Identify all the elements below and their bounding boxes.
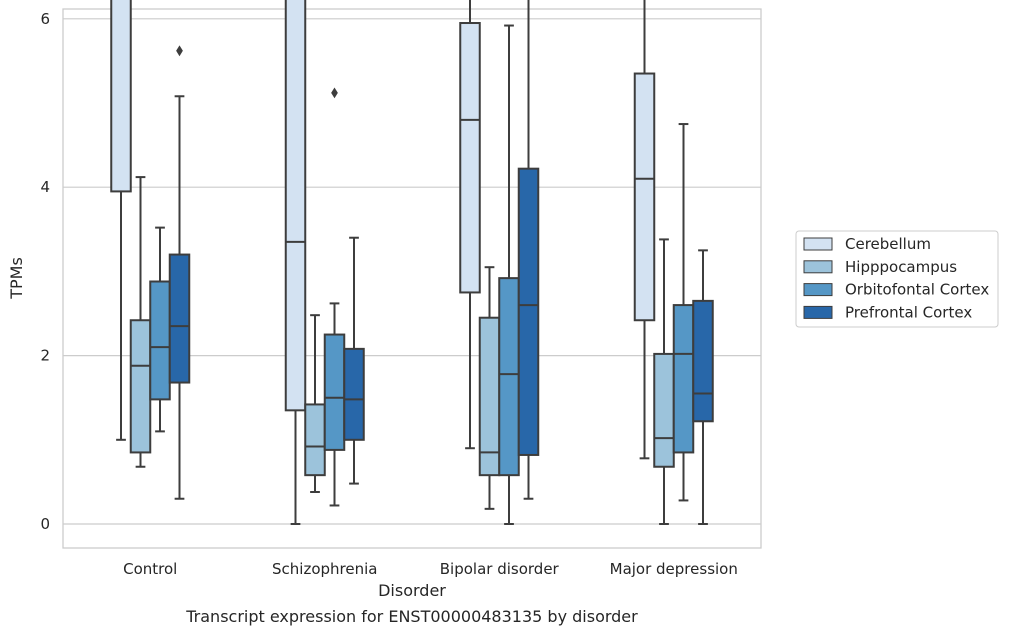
x-axis-title: Disorder — [378, 581, 446, 600]
y-tick-labels: 024681012 — [40, 10, 50, 533]
box-iqr — [304, 403, 326, 477]
box-plot — [653, 238, 675, 525]
y-tick-label: 2 — [40, 347, 50, 365]
box-plot — [633, 0, 656, 460]
legend-label: Hipppocampus — [845, 258, 957, 276]
box-iqr — [149, 280, 171, 401]
y-tick-label: 0 — [40, 515, 50, 533]
series-prefrontal-cortex — [168, 0, 714, 525]
x-tick-label: Major depression — [610, 560, 738, 578]
outlier-point — [331, 87, 338, 99]
plot-area-frame — [62, 8, 762, 549]
legend-swatch — [803, 283, 833, 297]
box-iqr — [517, 167, 540, 456]
x-tick-label: Bipolar disorder — [440, 560, 560, 578]
box-iqr — [323, 333, 346, 451]
box-iqr — [459, 22, 481, 294]
box-plot — [168, 45, 191, 500]
box-iqr — [633, 72, 656, 322]
outlier-point — [176, 45, 183, 57]
legend-swatch — [803, 260, 833, 274]
box-iqr — [168, 253, 191, 384]
chart-caption: Transcript expression for ENST0000048313… — [185, 607, 638, 626]
box-iqr — [284, 0, 307, 412]
box-plot — [129, 176, 152, 468]
x-tick-labels: Control Schizophrenia Bipolar disorder Majo… — [123, 560, 738, 578]
legend-label: Cerebellum — [845, 235, 931, 253]
box-plot — [343, 236, 365, 485]
box-plot — [459, 0, 481, 450]
y-tick-label: 4 — [40, 178, 50, 196]
box-plot — [478, 266, 501, 510]
legend-swatch — [803, 237, 833, 251]
legend-label: Prefrontal Cortex — [845, 303, 972, 321]
box-plot — [304, 314, 326, 494]
box-iqr — [672, 304, 695, 454]
legend: Cerebellum Hipppocampus Orbitofontal Corte… — [795, 230, 999, 328]
series-hipppocampus — [129, 176, 675, 525]
box-plot — [692, 249, 714, 525]
box-iqr — [129, 319, 152, 454]
y-axis-title: TPMs — [7, 257, 26, 300]
series-orbitofontal-cortex — [149, 24, 695, 525]
box-iqr — [343, 347, 365, 441]
box-plot — [517, 0, 540, 500]
box-iqr — [692, 299, 714, 423]
x-tick-label: Schizophrenia — [272, 560, 377, 578]
legend-label: Orbitofontal Cortex — [845, 281, 989, 299]
box-series — [110, 0, 714, 525]
x-tick-label: Control — [123, 560, 177, 578]
y-tick-label: 6 — [40, 10, 50, 28]
box-plot — [149, 226, 171, 433]
legend-swatch — [803, 305, 833, 319]
box-iqr — [110, 0, 132, 193]
box-plot — [323, 87, 346, 507]
box-plot — [284, 0, 307, 525]
box-iqr — [653, 352, 675, 468]
series-cerebellum — [110, 0, 656, 525]
box-iqr — [498, 277, 520, 477]
legend-frame — [795, 230, 999, 328]
box-plot — [110, 0, 132, 441]
box-plot — [498, 24, 520, 525]
box-plot — [672, 123, 695, 502]
